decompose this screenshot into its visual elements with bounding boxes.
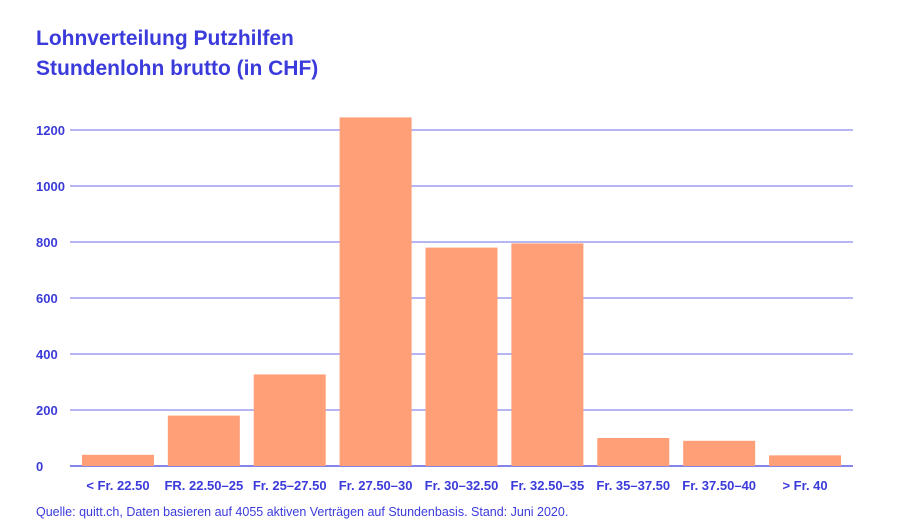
bar-7 (683, 440, 756, 466)
x-tick-label: Fr. 30–32.50 (425, 478, 499, 493)
x-tick-label: < Fr. 22.50 (86, 478, 149, 493)
y-tick-label: 400 (36, 347, 58, 362)
bar-1 (167, 415, 240, 466)
x-tick-label: Fr. 35–37.50 (596, 478, 670, 493)
x-tick-label: > Fr. 40 (782, 478, 827, 493)
x-tick-label: Fr. 32.50–35 (511, 478, 585, 493)
x-tick-label: Fr. 27.50–30 (339, 478, 413, 493)
bar-2 (253, 374, 326, 466)
bar-3 (339, 117, 412, 467)
bar-4 (425, 247, 498, 466)
chart-title-block: Lohnverteilung Putzhilfen Stundenlohn br… (36, 24, 318, 84)
source-note: Quelle: quitt.ch, Daten basieren auf 405… (36, 505, 569, 519)
bar-0 (81, 454, 154, 466)
bar-8 (769, 455, 842, 466)
y-tick-label: 1200 (36, 123, 65, 138)
x-axis-ticks: < Fr. 22.50 FR. 22.50–25 Fr. 25–27.50 Fr. 2… (86, 478, 827, 493)
y-axis-ticks: 0 200 400 600 800 1000 1200 (36, 123, 65, 474)
y-tick-label: 800 (36, 235, 58, 250)
bars (81, 117, 842, 467)
x-tick-label: Fr. 25–27.50 (253, 478, 327, 493)
x-tick-label: Fr. 37.50–40 (682, 478, 756, 493)
y-tick-label: 1000 (36, 179, 65, 194)
chart-title: Lohnverteilung Putzhilfen (36, 27, 294, 50)
y-tick-label: 600 (36, 291, 58, 306)
x-tick-label: FR. 22.50–25 (164, 478, 243, 493)
y-tick-label: 0 (36, 459, 43, 474)
chart-subtitle: Stundenlohn brutto (in CHF) (36, 57, 319, 80)
bar-6 (597, 438, 670, 466)
bar-5 (511, 243, 584, 466)
y-tick-label: 200 (36, 403, 58, 418)
